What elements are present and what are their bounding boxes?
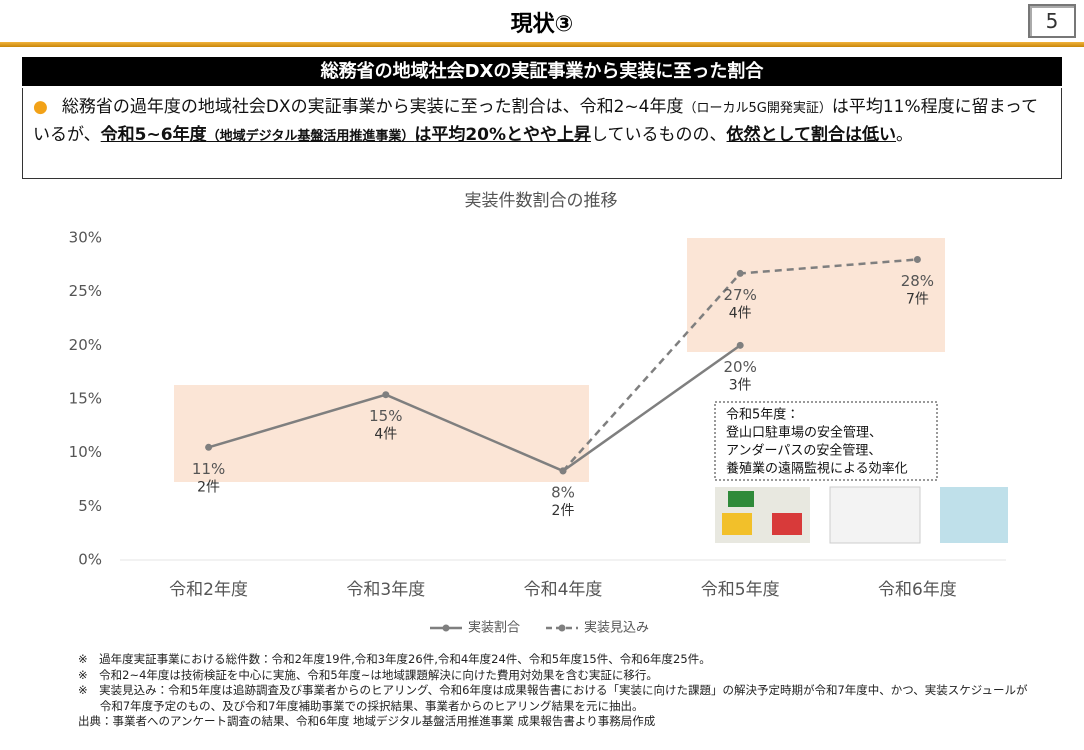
- bullet-dot: ●: [33, 97, 48, 117]
- annotation-box: [714, 401, 938, 481]
- bullet-text: は平均20%とやや上昇: [414, 125, 592, 145]
- count-label: 4件: [729, 305, 752, 321]
- value-label: 28%: [901, 272, 934, 290]
- value-label: 15%: [369, 407, 402, 425]
- bullet-text: 総務省の過年度の地域社会DXの実証事業から実装に至った割合は、令和2~4年度: [61, 97, 684, 117]
- bullet-text: しているものの、: [591, 125, 727, 145]
- count-label: 7件: [906, 291, 929, 307]
- annotation-text: 令和5年度：: [726, 407, 799, 423]
- y-tick-label: 10%: [69, 443, 102, 461]
- illustration: [728, 491, 754, 507]
- bullet-text: （ローカル5G開発実証）: [683, 101, 832, 116]
- value-label: 20%: [724, 358, 757, 376]
- legend-swatch: [442, 624, 450, 632]
- y-tick-label: 20%: [69, 336, 102, 354]
- illustration: [772, 513, 802, 535]
- y-tick-label: 0%: [78, 551, 102, 569]
- bullet-text: 依然として割合は低い: [726, 125, 897, 145]
- point: [913, 255, 921, 263]
- y-tick-label: 15%: [69, 390, 102, 408]
- highlight-box: [687, 238, 945, 352]
- y-tick-label: 5%: [78, 497, 102, 515]
- value-label: 8%: [551, 483, 575, 501]
- count-label: 2件: [197, 479, 220, 495]
- x-tick-label: 令和4年度: [524, 580, 603, 600]
- illustration: [940, 487, 1008, 543]
- bullet-text: （地域デジタル基盤活用推進事業）: [206, 129, 415, 144]
- note: 出典：事業者へのアンケート調査の結果、令和6年度 地域デジタル基盤活用推進事業 …: [78, 714, 656, 728]
- illustration: [829, 486, 921, 544]
- count-label: 4件: [374, 427, 397, 443]
- header-rule: [0, 42, 1084, 47]
- count-label: 3件: [729, 377, 752, 393]
- note: ※ 令和2~4年度は技術検証を中心に実施、令和5年度~は地域課題解決に向けた費用…: [78, 667, 658, 682]
- y-tick-label: 30%: [69, 229, 102, 247]
- legend-label: 実装見込み: [584, 620, 649, 636]
- x-tick-label: 令和3年度: [346, 580, 425, 600]
- y-tick-label: 25%: [69, 282, 102, 300]
- chart-title: 実装件数割合の推移: [465, 191, 618, 211]
- note: ※ 実装見込み：令和5年度は追跡調査及び事業者からのヒアリング、令和6年度は成果…: [78, 683, 1028, 713]
- point: [559, 467, 567, 475]
- x-tick-label: 令和6年度: [878, 580, 957, 600]
- value-label: 27%: [724, 286, 757, 304]
- section-heading: 総務省の地域社会DXの実証事業から実装に至った割合: [22, 57, 1062, 86]
- series-line: [208, 344, 741, 473]
- slide-title: 現状③: [510, 12, 574, 37]
- chart: 実装件数割合の推移 0% 5% 10% 15% 20% 25% 30% 令和2年度 令和3年度 令和…: [69, 191, 1008, 636]
- page-number: 5: [1028, 4, 1076, 38]
- highlight-box: [174, 385, 589, 482]
- annotation-text: アンダーパスの安全管理、: [726, 444, 881, 459]
- x-tick-label: 令和2年度: [169, 580, 248, 600]
- bullet-box: ● 総務省の過年度の地域社会DXの実証事業から実装に至った割合は、令和2~4年度（…: [22, 88, 1062, 179]
- illustration: [722, 513, 752, 535]
- point: [736, 341, 744, 349]
- count-label: 2件: [552, 503, 575, 519]
- bullet-text: 。: [896, 125, 914, 145]
- legend-label: 実装割合: [468, 620, 520, 636]
- x-tick-label: 令和5年度: [701, 580, 780, 600]
- value-label: 11%: [192, 460, 225, 478]
- legend-swatch: [558, 624, 566, 632]
- bullet-text: 令和5~6年度: [100, 125, 207, 145]
- point: [205, 443, 213, 451]
- annotation-text: 養殖業の遠隔監視による効率化: [726, 461, 908, 477]
- bullet-text: は平均11%程度に留まっているが、: [33, 97, 1039, 145]
- point: [736, 269, 744, 277]
- annotation-text: 登山口駐車場の安全管理、: [726, 426, 882, 441]
- notes: ※ 過年度実証事業における総件数：令和2年度19件,令和3年度26件,令和4年度…: [78, 652, 1038, 730]
- note: ※ 過年度実証事業における総件数：令和2年度19件,令和3年度26件,令和4年度…: [78, 652, 711, 666]
- point: [382, 391, 390, 399]
